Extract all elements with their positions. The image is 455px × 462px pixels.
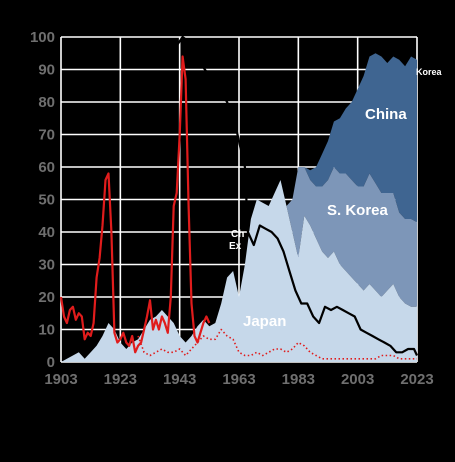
y-tick-label: 0 [47, 354, 55, 371]
y-tick-label: 20 [38, 289, 55, 306]
series-line-black-solid [172, 35, 418, 356]
y-tick-label: 70 [38, 127, 55, 144]
x-tick-label: 1903 [44, 371, 77, 388]
label-clipped-b: Ex [229, 241, 242, 252]
y-tick-label: 80 [38, 94, 55, 111]
y-tick-label: 30 [38, 257, 55, 274]
area-japan [61, 180, 417, 362]
x-tick-label: 1923 [104, 371, 137, 388]
area-layer [61, 53, 417, 363]
axis-layer: 0 10 20 30 40 50 60 70 80 90 100 1903 1923 1943 1963 19… [30, 29, 434, 388]
label-clipped-a: Ch [231, 229, 244, 240]
series-line-red-solid [59, 55, 211, 354]
x-tick-label: 1943 [163, 371, 196, 388]
area-china [61, 53, 417, 363]
line-layer [59, 35, 418, 360]
x-tick-label: 2003 [341, 371, 374, 388]
y-tick-label: 60 [38, 159, 55, 176]
label-japan: Japan [243, 313, 286, 330]
area-s-korea [61, 167, 417, 362]
label-korea-tag: Korea [416, 67, 443, 77]
x-tick-label: 2023 [400, 371, 433, 388]
series-line-red-dotted [137, 328, 417, 360]
label-s-korea: S. Korea [327, 202, 389, 219]
y-tick-label: 100 [30, 29, 55, 46]
y-tick-label: 90 [38, 62, 55, 79]
y-tick-label: 10 [38, 322, 55, 339]
label-china: China [365, 106, 407, 123]
y-tick-label: 50 [38, 192, 55, 209]
x-tick-label: 1983 [282, 371, 315, 388]
y-tick-label: 40 [38, 224, 55, 241]
x-tick-label: 1963 [222, 371, 255, 388]
